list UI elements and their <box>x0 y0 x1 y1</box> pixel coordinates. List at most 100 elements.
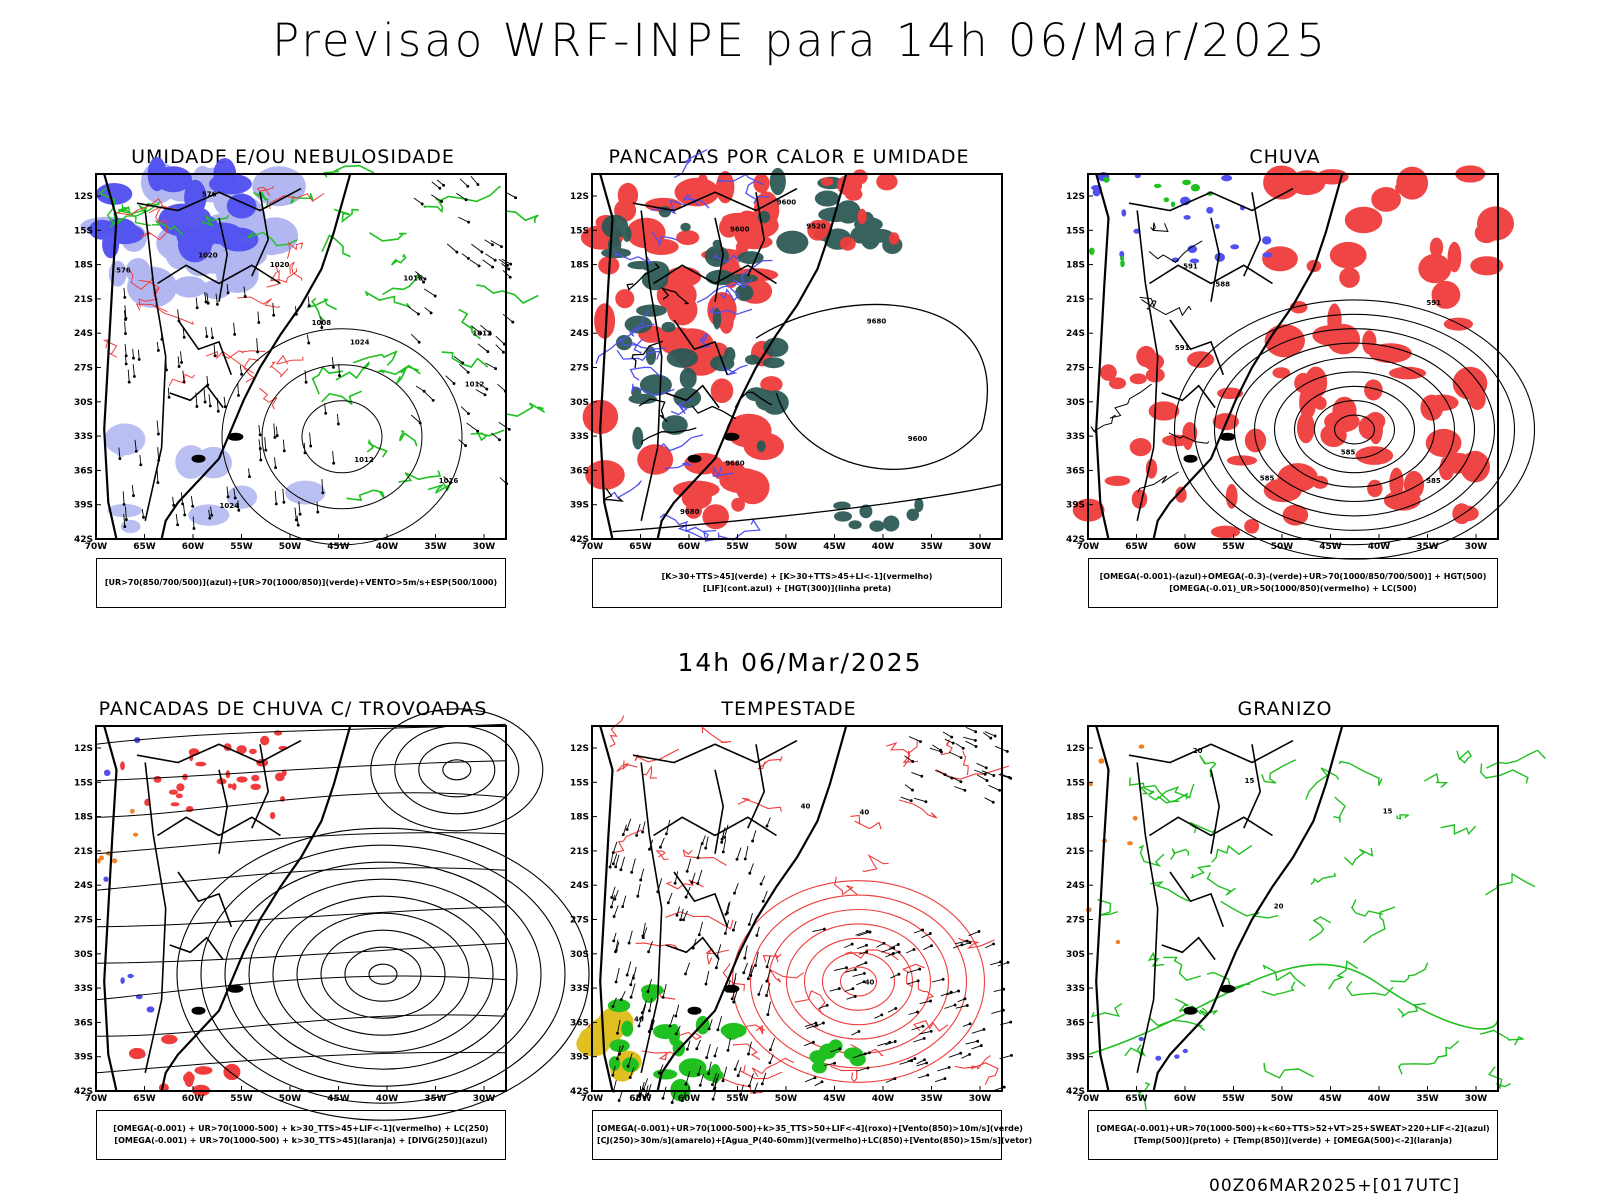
lat-tick-label: 18S <box>1066 261 1085 271</box>
lon-tick-label: 30W <box>1465 542 1488 552</box>
footer-run-time: 00Z06MAR2025+[017UTC] <box>1209 1176 1460 1196</box>
contour-label: 9600 <box>908 435 928 443</box>
contour-lines <box>1090 222 1210 493</box>
lon-tick-label: 50W <box>279 542 302 552</box>
lat-tick-label: 27S <box>1066 916 1085 926</box>
legend-box: [OMEGA(-0.001)+UR>70(1000-500)+k<60+TTS>… <box>1088 1110 1498 1160</box>
lat-tick-label: 15S <box>570 226 589 236</box>
lon-tick-label: 60W <box>678 542 701 552</box>
lat-tick-label: 18S <box>74 813 93 823</box>
lat-tick-label: 33S <box>74 432 93 442</box>
contour-label: 15 <box>1383 808 1393 816</box>
lat-tick-label: 30S <box>1066 950 1085 960</box>
contour-label: 1012 <box>472 330 492 338</box>
lon-tick-label: 30W <box>969 542 992 552</box>
map-frame <box>95 725 507 1092</box>
lat-tick-label: 42S <box>74 1087 93 1097</box>
contour-label: 1020 <box>198 251 218 259</box>
lat-tick-label: 24S <box>1066 329 1085 339</box>
legend-line: [OMEGA(-0.001) + UR>70(1000-500) + k>30_… <box>113 1124 489 1133</box>
lat-tick-label: 27S <box>74 916 93 926</box>
lon-tick-label: 60W <box>182 1094 205 1104</box>
field-fill <box>601 206 789 453</box>
contour-label: 588 <box>1215 280 1230 288</box>
map-frame <box>591 725 1003 1092</box>
map-outlines <box>599 725 848 1092</box>
contour-label: 585 <box>1426 477 1441 485</box>
lon-tick-label: 35W <box>920 1094 943 1104</box>
contour-lines <box>307 164 546 502</box>
wind-vectors <box>900 726 1013 804</box>
lon-tick-label: 50W <box>775 542 798 552</box>
wind-vectors <box>608 817 776 1104</box>
lon-tick-label: 35W <box>1416 542 1439 552</box>
lat-tick-label: 33S <box>570 984 589 994</box>
lat-tick-label: 27S <box>570 916 589 926</box>
panel-granizo: GRANIZO 15 20 15 20 12S 15S 18S 21S 24S 27S 30S 33S… <box>1050 698 1546 1178</box>
legend-box: [K>30+TTS>45](verde) + [K>30+TTS>45+LI<-… <box>592 558 1002 608</box>
lat-tick-label: 15S <box>1066 226 1085 236</box>
lon-tick-label: 70W <box>581 542 604 552</box>
lat-tick-label: 33S <box>74 984 93 994</box>
map-background <box>1088 726 1498 1091</box>
field-fill <box>807 169 900 251</box>
lat-tick-label: 27S <box>74 364 93 374</box>
lon-tick-label: 60W <box>1174 1094 1197 1104</box>
field-fill <box>96 808 139 864</box>
lon-tick-label: 65W <box>629 542 652 552</box>
lat-tick-label: 21S <box>570 847 589 857</box>
lon-tick-label: 40W <box>1368 542 1391 552</box>
panel-chuva: CHUVA 585 591 591 585 585 591 588 12S 15S 18S 21S 2… <box>1050 146 1536 626</box>
lat-tick-label: 12S <box>74 192 93 202</box>
lon-tick-label: 55W <box>726 1094 749 1104</box>
contour-label: 40 <box>860 808 870 816</box>
lat-tick-label: 18S <box>74 261 93 271</box>
map-outlines <box>103 173 352 540</box>
streamlines <box>176 827 590 1121</box>
wind-vectors <box>407 175 518 486</box>
lon-tick-label: 70W <box>1077 542 1100 552</box>
lat-tick-label: 18S <box>1066 813 1085 823</box>
panel-title: UMIDADE E/OU NEBULOSIDADE <box>131 146 455 168</box>
contour-label: 1012 <box>354 456 374 464</box>
map-tempestade: 40 40 40 40 12S 15S 18S 21S 24S 27S 30S 33S 36S 39S 42… <box>570 715 1013 1104</box>
lat-tick-label: 21S <box>570 295 589 305</box>
legend-box: [OMEGA(-0.001)-(azul)+OMEGA(-0.3)-(verde… <box>1088 558 1498 608</box>
contour-label: 15 <box>1245 777 1255 785</box>
panel-trovoadas: PANCADAS DE CHUVA C/ TROVOADAS 12S 15S 18S… <box>58 698 590 1178</box>
lat-tick-label: 36S <box>1066 466 1085 476</box>
panel-title: PANCADAS DE CHUVA C/ TROVOADAS <box>98 698 488 720</box>
lat-tick-label: 33S <box>570 432 589 442</box>
map-granizo: 1520152012S15S18S21S24S27S30S33S36S39S42… <box>1066 725 1546 1110</box>
contour-label: 1008 <box>312 319 332 327</box>
lon-tick-label: 65W <box>629 1094 652 1104</box>
lat-tick-label: 42S <box>1066 535 1085 545</box>
contour-label: 9600 <box>777 199 797 207</box>
contour-label: 585 <box>1260 474 1275 482</box>
lon-tick-label: 45W <box>1319 1094 1342 1104</box>
lat-tick-label: 39S <box>74 1053 93 1063</box>
lon-tick-label: 30W <box>1465 1094 1488 1104</box>
contour-label: 576 <box>116 267 131 275</box>
lon-tick-label: 50W <box>279 1094 302 1104</box>
lon-tick-label: 45W <box>823 1094 846 1104</box>
contour-label: 9520 <box>806 222 826 230</box>
lat-tick-label: 12S <box>570 744 589 754</box>
lat-tick-label: 30S <box>1066 398 1085 408</box>
wind-vectors <box>803 927 1013 1092</box>
contour-label: 1024 <box>220 502 240 510</box>
lon-tick-label: 55W <box>1222 542 1245 552</box>
lon-tick-label: 40W <box>872 1094 895 1104</box>
lat-tick-label: 33S <box>1066 432 1085 442</box>
contour-lines <box>98 187 314 247</box>
map-outlines <box>1095 725 1344 1092</box>
map-background <box>592 726 1002 1091</box>
legend-line: [OMEGA(-0.001)+UR>70(1000-500)+k<60+TTS>… <box>1096 1124 1490 1133</box>
contour-label: 591 <box>1175 344 1190 352</box>
map-outlines <box>103 725 352 1092</box>
lon-tick-label: 35W <box>920 542 943 552</box>
lat-tick-label: 36S <box>570 1018 589 1028</box>
legend-line: [Temp(500)](preto) + [Temp(850)](verde) … <box>1133 1136 1453 1145</box>
lat-tick-label: 36S <box>74 466 93 476</box>
